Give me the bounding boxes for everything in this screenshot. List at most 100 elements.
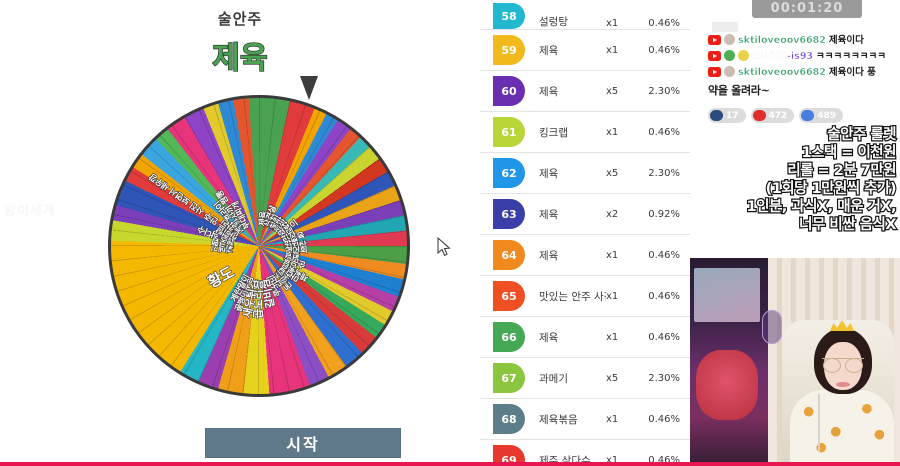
item-number-badge: 65 [493,281,525,311]
item-number-badge: 64 [493,240,525,270]
list-item[interactable]: 66 제육 x1 0.46% [480,317,690,358]
item-number-badge: 66 [493,322,525,352]
chat-message-continued: 약을 올려라~ [708,84,770,97]
chat-username: 꼬마티탄-is93 [752,51,814,62]
item-count: x1 [606,413,619,425]
chat-text: 제육이다 풍 [828,67,876,78]
youtube-icon [708,35,721,45]
streamer-body [790,390,894,462]
avatar [724,50,735,61]
item-count: x1 [606,126,619,138]
list-item[interactable]: 60 제육 x5 2.30% [480,71,690,112]
list-item[interactable]: 62 제육 x5 2.30% [480,153,690,194]
item-percent: 0.46% [648,331,680,343]
stream-rules-overlay: 술안주 룰렛 1스택 = 이천원 리롤 = 2분 7만원 (1회당 1만원씩 추가) 1… [690,126,900,234]
chat-username: sktiloveoov6682 [738,67,826,78]
stream-panel: 00:01:20 sktiloveoov6682 제육이다 꼬마티탄-is93 ㅋㅋㅋ… [690,0,900,462]
roulette-app: 술안주 제육 제육 삼겹살 곱창 치킨 족발 보쌈 막창 떡볶이 순대 피자 탕수육 짬뽕 감자탕 연어회… [4,10,451,458]
chat-message: 꼬마티탄-is93 ㅋㅋㅋㅋㅋㅋㅋㅋ [708,50,898,63]
item-name: 과메기 [539,372,568,385]
list-item[interactable]: 69 제주 삼다수 x1 0.46% [480,440,690,462]
avatar [724,34,735,45]
item-count: x5 [606,167,619,179]
item-name: 제육볶음 [539,413,578,426]
start-button[interactable]: 시작 [205,428,401,458]
overlay-line: (1회당 1만원씩 추가) [764,180,897,198]
item-number-badge: 59 [493,35,525,65]
overlay-line: 1스택 = 이천원 [800,144,897,162]
viewers-icon [710,110,723,121]
overlay-line: 술안주 룰렛 [826,126,898,144]
list-item[interactable]: 65 맛있는 안주 사진 보면서 새우깡x1 0.46% [480,276,690,317]
item-count: x2 [606,208,619,220]
chat-messages: sktiloveoov6682 제육이다 꼬마티탄-is93 ㅋㅋㅋㅋㅋㅋㅋㅋ skti… [708,34,898,98]
stream-stats-bar: 17 472 489 [708,108,844,123]
list-item[interactable]: 61 킹크랩 x1 0.46% [480,112,690,153]
item-number-badge: 69 [493,445,525,462]
item-count: x1 [606,290,619,302]
wheel-result-text: 제육 [212,40,269,76]
list-item[interactable]: 64 제육 x1 0.46% [480,235,690,276]
likes-icon [752,110,766,121]
item-count: x5 [606,372,619,384]
item-percent: 2.30% [648,167,680,179]
youtube-icon [708,51,721,61]
mouse-cursor-icon [437,237,451,257]
roulette-wheel[interactable]: 제육 삼겹살 곱창 치킨 족발 보쌈 막창 떡볶이 순대 피자 탕수육 짬뽕 감자탕 연어회 육회 닭발 순두부… [108,95,410,397]
webcam-view [690,258,900,462]
item-name: 제육 [539,167,559,180]
chat-text: 제육이다 [828,35,864,46]
list-item[interactable]: 58 설렁탕 x1 0.46% [480,0,690,30]
streamer-lips [836,382,850,387]
item-number-badge: 68 [493,404,525,434]
wheel-disc [108,95,410,397]
item-name: 킹크랩 [539,126,568,139]
avatar [724,66,735,77]
wheel-segment-labels: 제육 삼겹살 곱창 치킨 족발 보쌈 막창 떡볶이 순대 피자 탕수육 짬뽕 감자탕 연어회 육회 닭발 순두부… [108,95,410,397]
app-watermark: 왕이세계 [4,204,56,219]
chat-message: sktiloveoov6682 제육이다 [708,34,898,47]
item-number-badge: 60 [493,76,525,106]
item-name: 제주 삼다수 [539,454,591,463]
overlay-line: 1인분, 과식X, 매운 거X, [745,198,897,216]
list-item[interactable]: 63 제육 x2 0.92% [480,194,690,235]
stat-value: 17 [726,110,739,121]
bottom-accent-line [0,462,900,466]
item-number-badge: 63 [493,199,525,229]
list-item[interactable]: 67 과메기 x5 2.30% [480,358,690,399]
avatar [738,50,749,61]
stat-value: 472 [768,110,788,121]
item-percent: 0.46% [648,126,680,138]
microphone-icon [762,310,782,344]
stat-badge: 472 [750,108,795,123]
wheel-title: 술안주 [217,10,263,28]
item-name: 설렁탕 [539,16,568,28]
hearts-icon [801,110,815,121]
glasses-icon [822,358,864,373]
item-count: x1 [606,454,619,463]
item-number-badge: 58 [493,3,525,29]
crown-icon [830,320,854,331]
chat-message: sktiloveoov6682 제육이다 풍 [708,66,898,79]
roulette-item-list[interactable]: 58 설렁탕 x1 0.46% 59 제육 x1 0.46% 60 제육 x5 2.30% 61 킹크랩 x… [480,0,690,462]
youtube-icon [708,67,721,77]
wheel-pointer-icon [300,76,318,100]
item-percent: 0.46% [648,44,680,56]
background-shelf [690,258,768,462]
item-percent: 0.46% [648,290,680,302]
item-count: x5 [606,85,619,97]
list-item[interactable]: 68 제육볶음 x1 0.46% [480,399,690,440]
item-percent: 2.30% [648,85,680,97]
stat-badge: 17 [708,108,746,123]
stream-timer: 00:01:20 [752,0,862,18]
item-percent: 0.46% [648,249,680,261]
item-number-badge: 61 [493,117,525,147]
item-percent: 0.92% [648,208,680,220]
overlay-line: 리롤 = 2분 7만원 [786,162,898,180]
chat-username: sktiloveoov6682 [738,35,826,46]
list-item[interactable]: 59 제육 x1 0.46% [480,30,690,71]
item-count: x1 [606,44,619,56]
wheel-segment-dividers [111,98,407,394]
item-count: x1 [606,249,619,261]
item-percent: 2.30% [648,372,680,384]
